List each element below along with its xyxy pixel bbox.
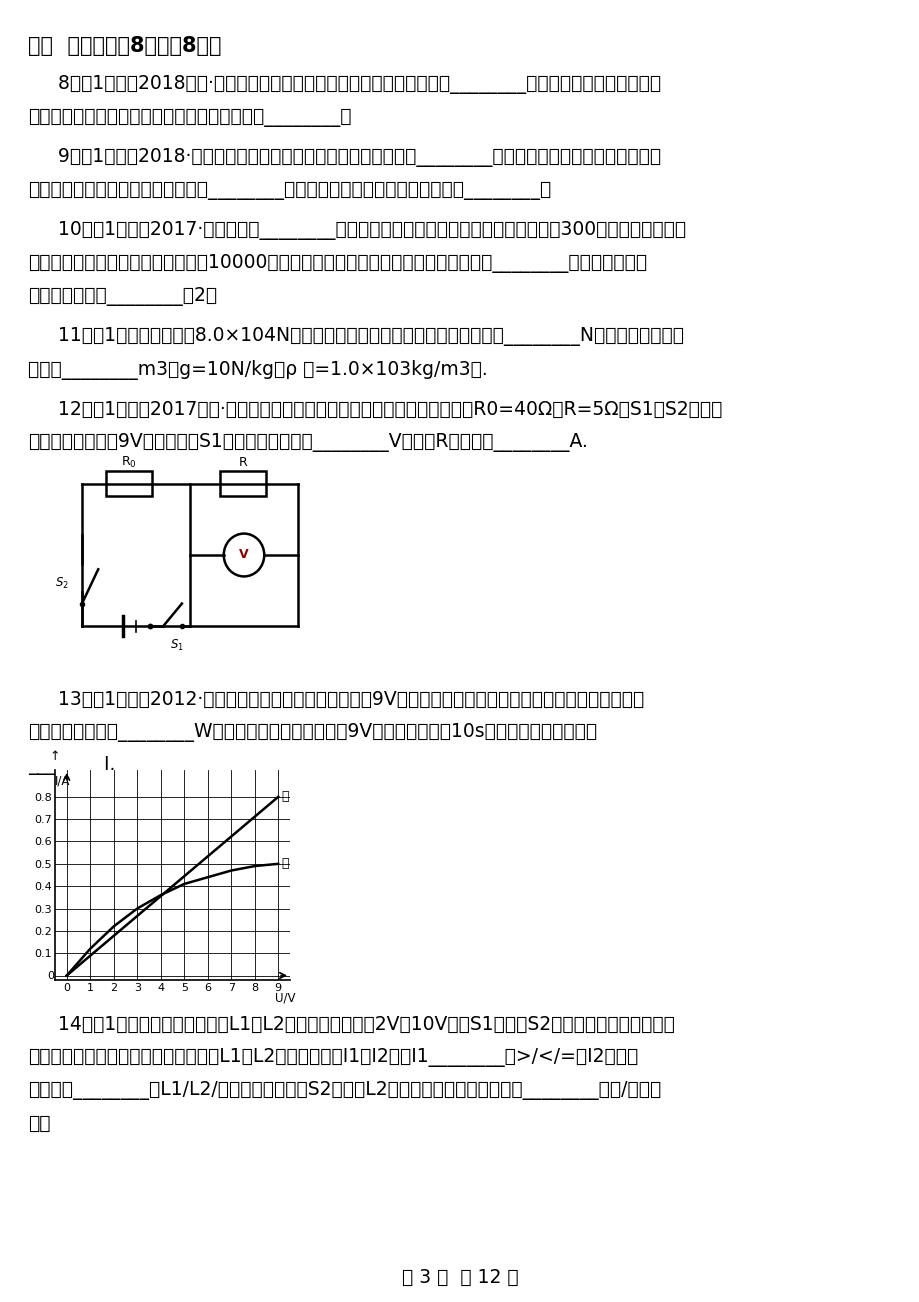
- Text: 0: 0: [47, 970, 54, 980]
- Text: 10．（1分）（2017·奉贤模拟）________作用在物体并指向物体表面的力叫压力，重为300牛的小朋友站在水: 10．（1分）（2017·奉贤模拟）________作用在物体并指向物体表面的力…: [28, 221, 686, 240]
- Text: I/A: I/A: [55, 775, 70, 788]
- Text: 的亮度是________（L1/L2/一样）亮；若闭合S2，为使L2仍正常发光，变阻器滑片向________（左/右）移: 的亮度是________（L1/L2/一样）亮；若闭合S2，为使L2仍正常发光，…: [28, 1081, 661, 1100]
- Text: ↑: ↑: [50, 750, 60, 763]
- Circle shape: [223, 534, 264, 577]
- Text: 二、  填空题（共8题；共8分）: 二、 填空题（共8题；共8分）: [28, 36, 221, 56]
- Text: 使用几个月的灯泡会比新买时暗了许多，原因是________。: 使用几个月的灯泡会比新买时暗了许多，原因是________。: [28, 108, 351, 128]
- Text: V: V: [239, 548, 248, 561]
- Text: U/V: U/V: [275, 991, 295, 1004]
- Text: $S_2$: $S_2$: [55, 575, 69, 591]
- Text: 平地面上，若此时他对地面的压强为10000帕，其物理意义表示地面每平方米所受压力为________牛，这时他与地: 平地面上，若此时他对地面的压强为10000帕，其物理意义表示地面每平方米所受压力…: [28, 254, 646, 273]
- Bar: [107, 471, 152, 496]
- Text: 9．（1分）（2018·黄浦模拟）欧姆首先揭示了同一导体中电流与________的关系；托里拆利实验选用水银测: 9．（1分）（2018·黄浦模拟）欧姆首先揭示了同一导体中电流与________…: [28, 148, 661, 167]
- Text: 14．（1分）如图所示电路，灯L1、L2的额定电压分别为2V、10V，当S1闭合、S2断开、滑动变阻器滑片置: 14．（1分）如图所示电路，灯L1、L2的额定电压分别为2V、10V，当S1闭合…: [28, 1016, 675, 1034]
- Text: $S_1$: $S_1$: [169, 638, 183, 652]
- Text: 动。: 动。: [28, 1115, 51, 1133]
- Text: 第 3 页  共 12 页: 第 3 页 共 12 页: [402, 1268, 517, 1286]
- Text: 时，电压表示数为9V；若只闭合S1时，电压表示数为________V，通过R的电流是________A.: 时，电压表示数为9V；若只闭合S1时，电压表示数为________V，通过R的电…: [28, 434, 587, 452]
- Text: 于中点位置时，两灯均正常发光，通过L1、L2的电流分别是I1、I2，则I1________（>/</=）I2，两灯: 于中点位置时，两灯均正常发光，通过L1、L2的电流分别是I1、I2，则I1___…: [28, 1048, 638, 1068]
- Text: 面的接触面积为________米2．: 面的接触面积为________米2．: [28, 286, 217, 306]
- Text: 甲灯的额定功率为________W；若将甲、乙两灯串联接入9V的电路中，通电10s，两灯消耗的总电能为: 甲灯的额定功率为________W；若将甲、乙两灯串联接入9V的电路中，通电10…: [28, 723, 596, 742]
- Text: ________J.: ________J.: [28, 756, 115, 775]
- Text: 乙: 乙: [281, 857, 289, 870]
- Text: 甲: 甲: [281, 790, 289, 803]
- Text: R: R: [238, 456, 247, 469]
- Text: R$_0$: R$_0$: [121, 454, 137, 470]
- Text: 11．（1分）一艘船重为8.0×104N，当船漂浮在水面上时，船排开水的重力为________N，此时船排开水的: 11．（1分）一艘船重为8.0×104N，当船漂浮在水面上时，船排开水的重力为_…: [28, 327, 683, 346]
- Text: 定大气压强的值，主要是因为水银的________比较大；海拔高度越高，大气压强越________。: 定大气压强的值，主要是因为水银的________比较大；海拔高度越高，大气压强越…: [28, 181, 550, 201]
- Bar: [220, 471, 266, 496]
- Text: 12．（1分）（2017九上·安庆期末）如图所示的电路，电源电压恒定，已知R0=40Ω、R=5Ω，S1、S2都闭合: 12．（1分）（2017九上·安庆期末）如图所示的电路，电源电压恒定，已知R0=…: [28, 400, 721, 419]
- Text: 8．（1分）（2018九上·河南期中）白炽灯在工作时将电能转化为内能和________能。在电压不变的情况下，: 8．（1分）（2018九上·河南期中）白炽灯在工作时将电能转化为内能和_____…: [28, 76, 661, 94]
- Text: 体积为________m3（g=10N/kg，ρ 水=1.0×103kg/m3）.: 体积为________m3（g=10N/kg，ρ 水=1.0×103kg/m3）…: [28, 359, 487, 380]
- Text: 13．（1分）（2012·遵义）甲、乙两灯的额定电压均为9V，测得其电流与电压变化的关系图像如图所示，则: 13．（1分）（2012·遵义）甲、乙两灯的额定电压均为9V，测得其电流与电压变…: [28, 690, 643, 710]
